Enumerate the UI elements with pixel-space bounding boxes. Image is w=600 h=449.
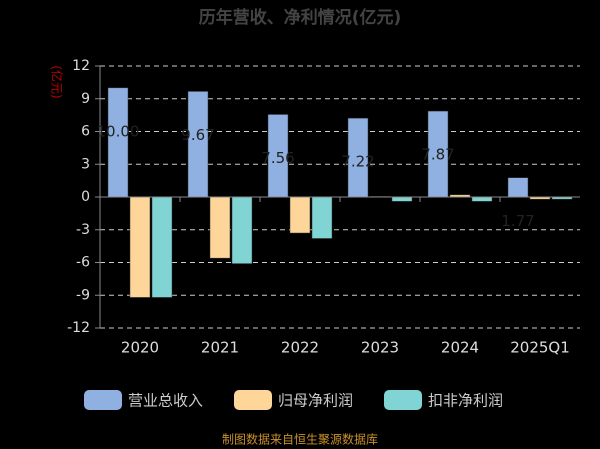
legend-swatch (384, 390, 422, 410)
y-tick-label: 12 (72, 58, 90, 74)
y-tick-label: -3 (76, 222, 90, 238)
bar (151, 196, 173, 298)
bar (209, 196, 231, 259)
source-note: 制图数据来自恒生聚源数据库 (222, 432, 378, 447)
x-tick-label: 2020 (121, 339, 159, 357)
y-tick-label: 0 (81, 189, 90, 205)
y-tick-label: -6 (76, 255, 90, 271)
x-tick-label: 2021 (201, 339, 239, 357)
legend-label: 营业总收入 (128, 392, 203, 410)
y-tick-label: 9 (81, 91, 90, 107)
data-label: 7.22 (341, 153, 374, 171)
data-label: 7.56 (261, 149, 294, 167)
x-tick-label: 2022 (281, 339, 319, 357)
bar (187, 91, 209, 198)
chart-title: 历年营收、净利情况(亿元) (199, 7, 402, 28)
bar (107, 87, 129, 198)
y-tick-label: 3 (81, 156, 90, 172)
legend-label: 归母净利润 (278, 392, 353, 410)
bar (129, 196, 151, 298)
bar (311, 196, 333, 239)
data-label: 7.87 (421, 146, 454, 164)
bar (231, 196, 253, 264)
data-label: 9.67 (181, 126, 214, 144)
x-tick-label: 2023 (361, 339, 399, 357)
bar (507, 177, 529, 198)
bar (471, 196, 493, 202)
data-label: 10.00 (97, 122, 140, 140)
y-axis-label: (亿元) (50, 65, 65, 98)
data-label: 1.77 (501, 212, 534, 230)
legend-swatch (234, 390, 272, 410)
bar (391, 196, 413, 202)
bar (289, 196, 311, 234)
y-tick-label: -9 (76, 287, 90, 303)
legend-swatch (84, 390, 122, 410)
y-tick-label: 6 (81, 124, 90, 140)
x-tick-label: 2025Q1 (510, 339, 570, 357)
x-tick-label: 2024 (441, 339, 479, 357)
y-tick-label: -12 (67, 320, 90, 336)
legend-label: 扣非净利润 (428, 392, 503, 410)
